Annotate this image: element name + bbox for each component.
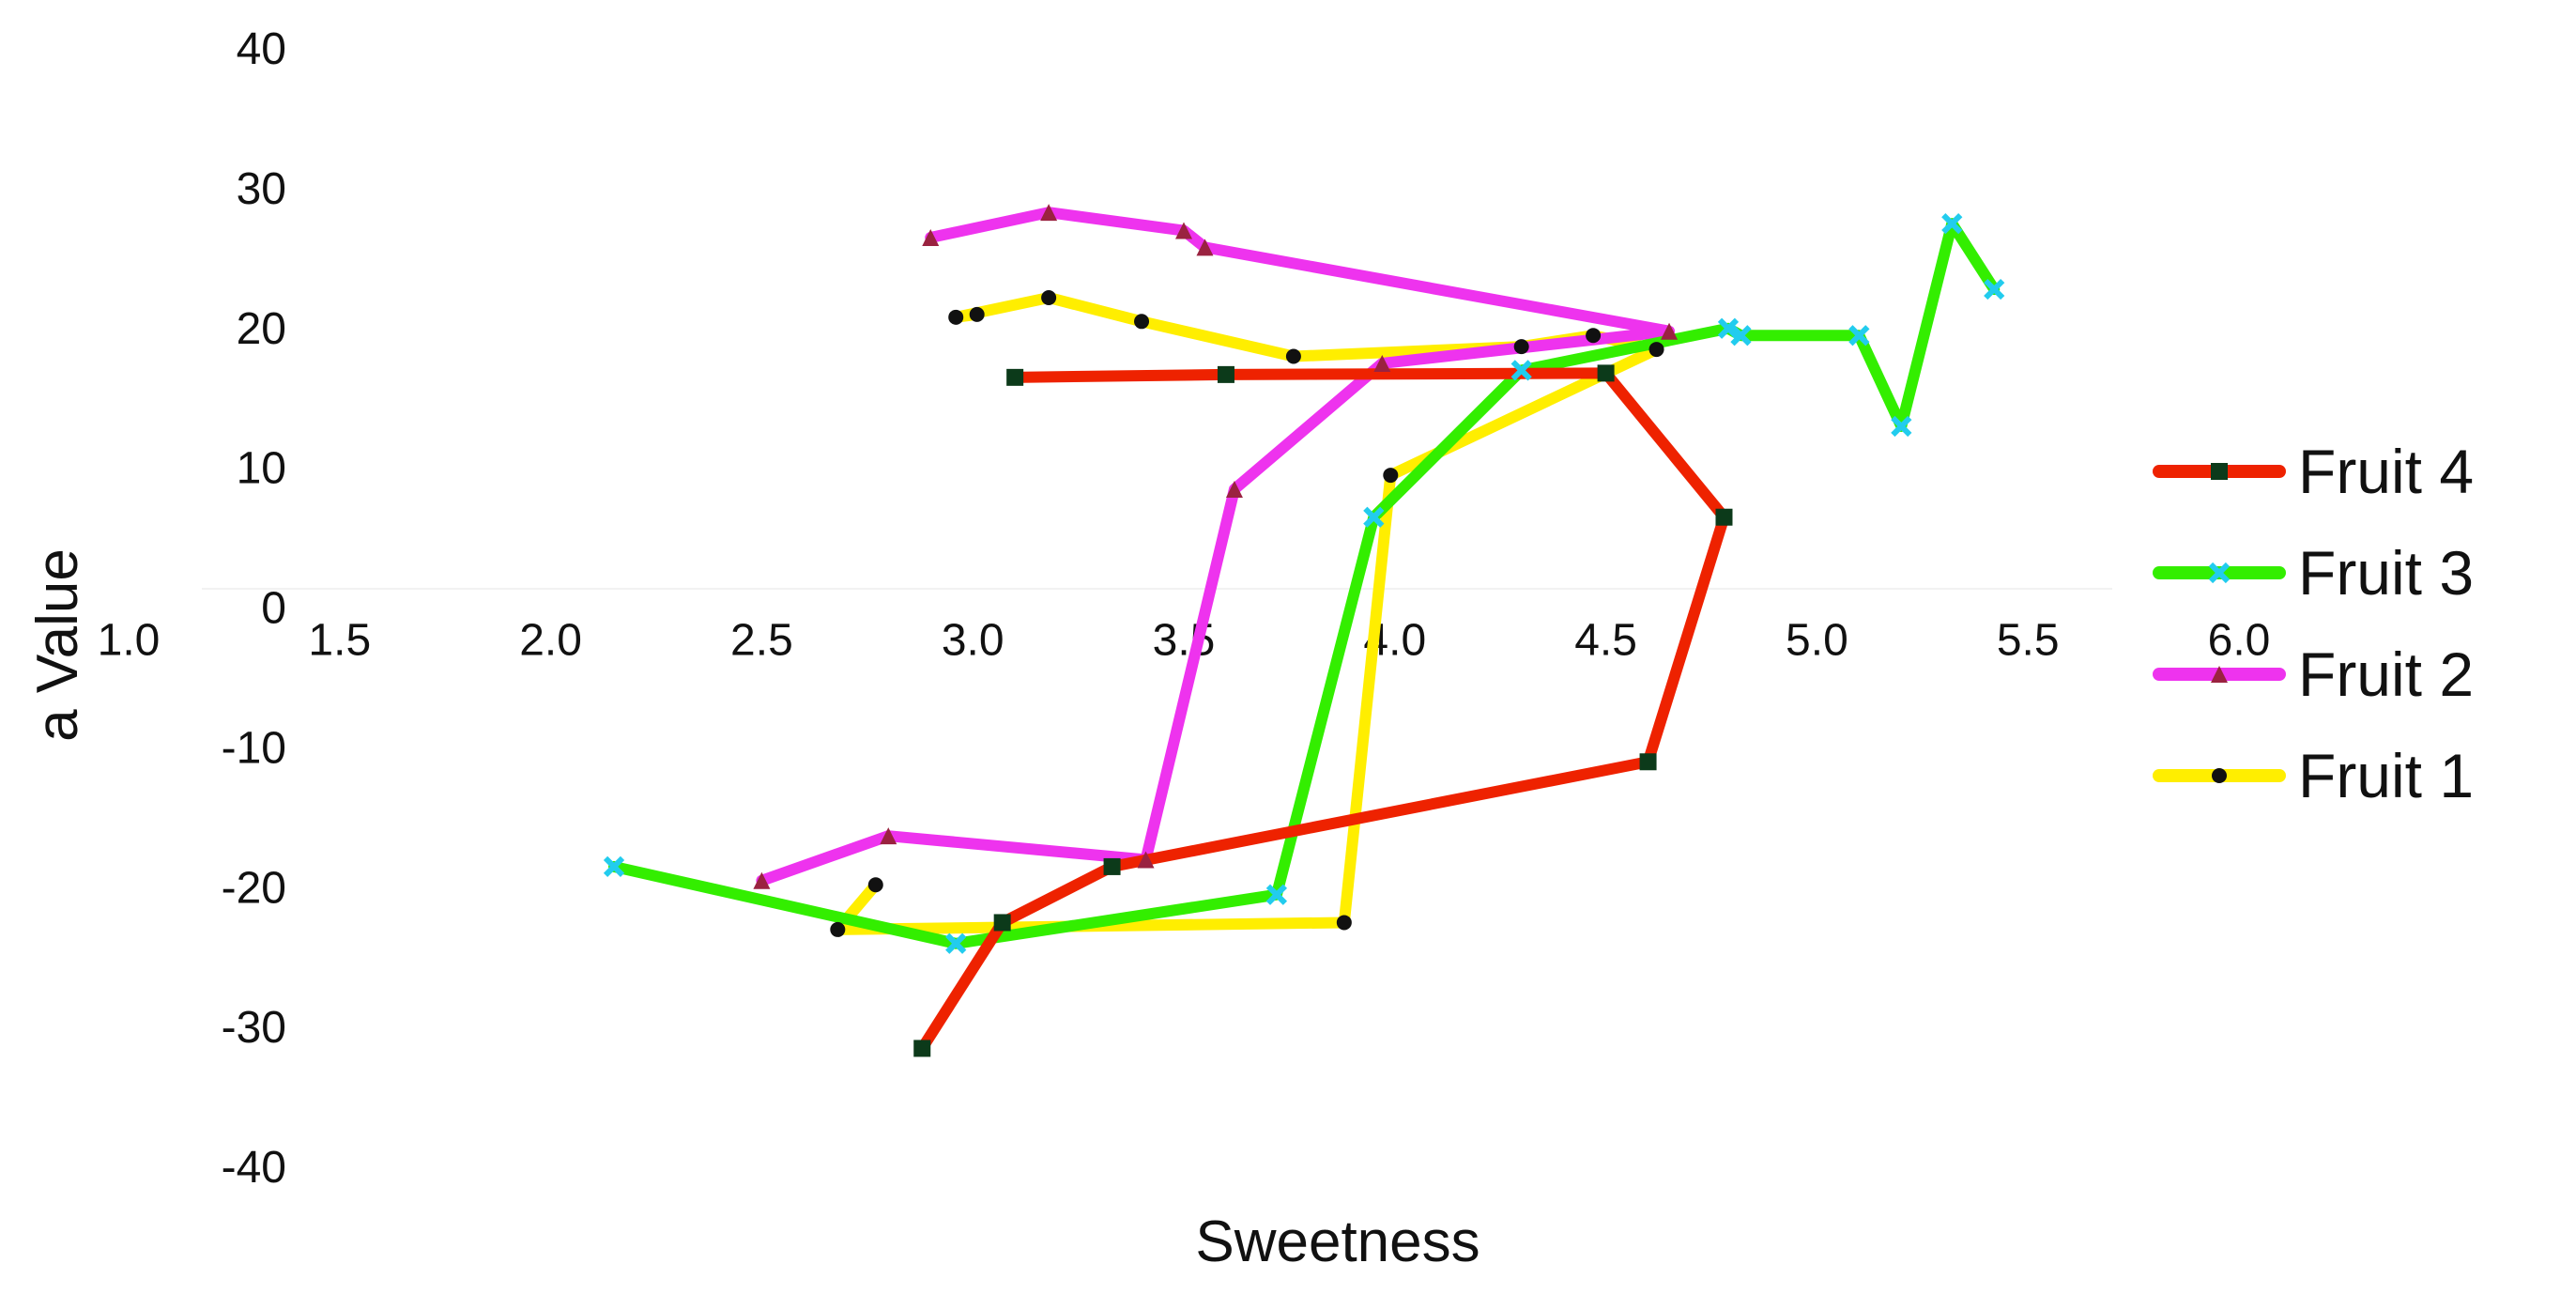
y-tick-label: 0 bbox=[261, 584, 286, 634]
fruit-3-point bbox=[1848, 325, 1870, 347]
fruit-1-point bbox=[1336, 915, 1352, 931]
fruit-3-point bbox=[1717, 317, 1740, 339]
x-tick-label: 2.0 bbox=[519, 616, 582, 666]
legend-item-fruit-1: Fruit 1 bbox=[2153, 741, 2474, 810]
fruit-1-point bbox=[1134, 314, 1150, 330]
fruit-1-point bbox=[1285, 348, 1301, 364]
y-tick-labels: 40 30 20 10 0 -10 -20 -30 -40 bbox=[222, 24, 286, 1193]
fruit-3-point bbox=[1363, 506, 1385, 528]
fruit-1-point bbox=[1041, 289, 1057, 305]
legend-item-fruit-3: Fruit 3 bbox=[2153, 538, 2474, 608]
x-tick-labels: 1.0 1.5 2.0 2.5 3.0 3.5 4.0 4.5 5.0 5.5 6.0 bbox=[98, 616, 2271, 666]
fruit-3-point bbox=[603, 855, 625, 878]
legend-label: Fruit 3 bbox=[2298, 538, 2474, 608]
legend: Fruit 4 Fruit 3 Fruit 2 Fruit 1 bbox=[2153, 437, 2474, 810]
fruit-4-point bbox=[1217, 365, 1234, 383]
fruit-2-point bbox=[1225, 480, 1243, 498]
x-axis-title: Sweetness bbox=[1195, 1209, 1480, 1274]
y-tick-label: 10 bbox=[237, 444, 286, 494]
fruit-4-point bbox=[1639, 753, 1657, 771]
fruit-1-point bbox=[948, 309, 964, 325]
fruit-1-point bbox=[1513, 339, 1529, 355]
legend-marker bbox=[2208, 562, 2231, 584]
fruit-1-point bbox=[1383, 468, 1399, 484]
legend-label: Fruit 1 bbox=[2298, 741, 2474, 810]
fruit-1-point bbox=[969, 306, 985, 322]
series-markers bbox=[603, 204, 2005, 1057]
fruit-2-point bbox=[753, 871, 771, 889]
x-tick-label: 2.5 bbox=[730, 616, 793, 666]
y-tick-label: 40 bbox=[237, 24, 286, 74]
legend-label: Fruit 2 bbox=[2298, 639, 2474, 709]
fruit-2-point bbox=[1175, 222, 1192, 239]
fruit-4-point bbox=[1103, 857, 1121, 875]
x-tick-label: 5.0 bbox=[1786, 616, 1848, 666]
fruit-4-point bbox=[1597, 364, 1615, 382]
x-tick-label: 5.5 bbox=[1997, 616, 2060, 666]
fruit-3-point bbox=[1265, 884, 1288, 905]
fruit-2-point bbox=[1196, 239, 1214, 256]
x-tick-label: 6.0 bbox=[2208, 616, 2271, 666]
y-tick-label: -10 bbox=[222, 723, 286, 773]
fruit-3-point bbox=[1941, 212, 1963, 235]
fruit-2-point bbox=[1137, 851, 1155, 869]
legend-marker bbox=[2212, 768, 2227, 783]
fruit-3-point bbox=[1730, 325, 1752, 347]
legend-item-fruit-4: Fruit 4 bbox=[2153, 437, 2474, 506]
fruit-3-point bbox=[945, 932, 967, 954]
fruit-1-point bbox=[867, 877, 883, 893]
x-tick-label: 4.5 bbox=[1574, 616, 1637, 666]
y-tick-label: 20 bbox=[237, 304, 286, 354]
fruit-1-point bbox=[830, 921, 846, 937]
y-tick-label: -20 bbox=[222, 863, 286, 913]
fruit-2-point bbox=[880, 827, 897, 845]
y-tick-label: -30 bbox=[222, 1003, 286, 1053]
fruit-3-point bbox=[1984, 278, 2005, 300]
x-tick-label: 3.0 bbox=[942, 616, 1004, 666]
fruit-3-point bbox=[1891, 415, 1912, 438]
fruit-4-point bbox=[993, 914, 1011, 932]
y-tick-label: 30 bbox=[237, 164, 286, 214]
fruit-3-line bbox=[608, 218, 2001, 949]
fruit-2-point bbox=[1040, 204, 1058, 222]
legend-marker bbox=[2211, 666, 2228, 683]
fruit-4-point bbox=[913, 1040, 931, 1057]
fruit-2-point bbox=[1661, 322, 1679, 340]
fruit-4-line bbox=[916, 367, 1730, 1055]
y-axis-title: a Value bbox=[25, 548, 90, 742]
fruit-2-point bbox=[1373, 354, 1391, 372]
x-tick-label: 1.5 bbox=[308, 616, 371, 666]
fruit-4-point bbox=[1006, 368, 1024, 386]
fruit-4-point bbox=[1715, 508, 1733, 526]
legend-label: Fruit 4 bbox=[2298, 437, 2474, 506]
legend-marker bbox=[2211, 463, 2228, 480]
legend-item-fruit-2: Fruit 2 bbox=[2153, 639, 2474, 709]
y-tick-label: -40 bbox=[222, 1143, 286, 1193]
fruit-2-point bbox=[922, 228, 940, 246]
fruit-1-point bbox=[1648, 342, 1664, 358]
x-tick-label: 1.0 bbox=[98, 616, 161, 666]
fruit-1-point bbox=[1586, 328, 1602, 344]
fruit-3-point bbox=[1510, 360, 1532, 381]
